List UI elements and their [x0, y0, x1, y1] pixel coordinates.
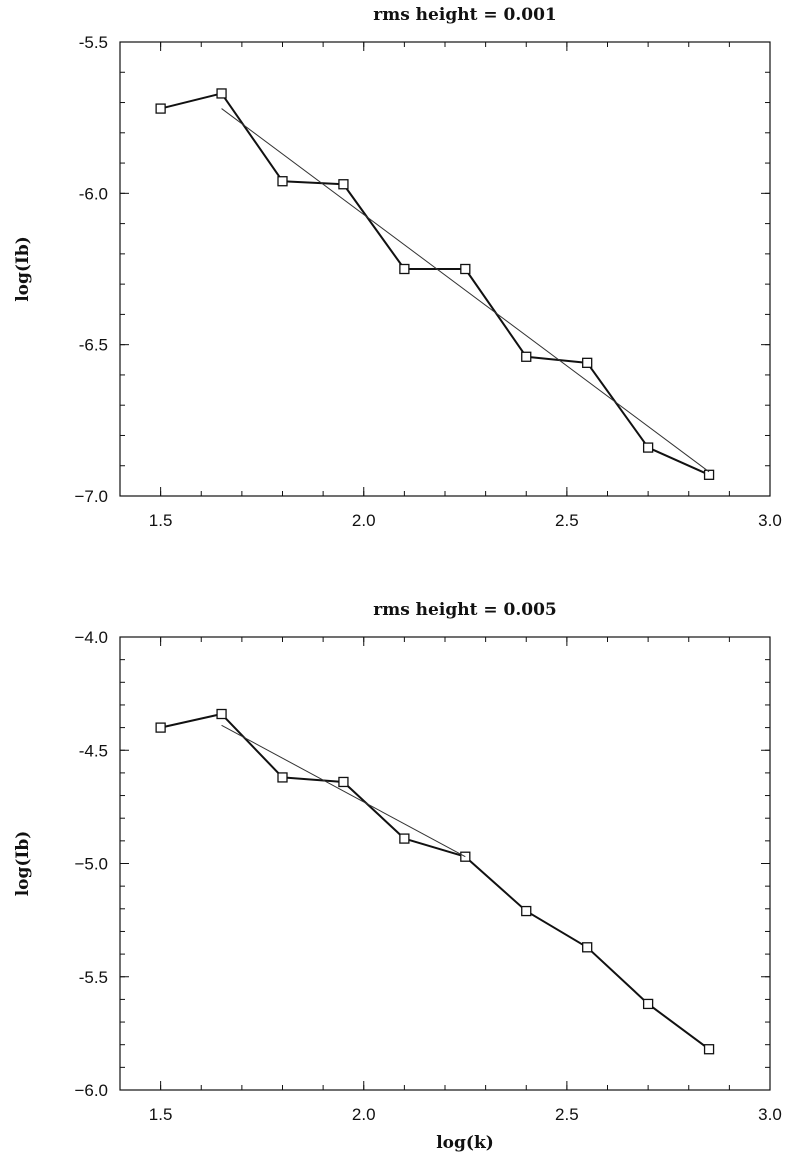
data-series-line: [160, 713, 710, 1051]
data-point: [216, 88, 227, 99]
data-point: [338, 776, 349, 788]
y-tick-label: -6.0: [79, 184, 108, 203]
data-point: [582, 357, 593, 368]
data-point: [216, 708, 227, 720]
chart-title: rms height = 0.001: [373, 5, 556, 25]
y-tick-label: −7.0: [74, 487, 108, 506]
x-tick-label: 2.5: [555, 1105, 579, 1124]
data-point: [155, 722, 166, 733]
data-series-line: [160, 92, 710, 476]
data-point: [521, 351, 532, 362]
data-point: [155, 103, 166, 114]
data-point: [521, 905, 532, 917]
y-tick-label: -5.5: [79, 968, 108, 987]
x-tick-label: 2.5: [555, 511, 579, 530]
y-tick-label: −4.0: [74, 628, 108, 647]
x-tick-label: 3.0: [758, 1105, 782, 1124]
data-point: [703, 1044, 715, 1055]
y-axis-label: log(Ib): [13, 236, 33, 302]
y-tick-label: -5.5: [79, 33, 108, 52]
chart-panel-2: rms height = 0.005 log(Ib) log(k) 1.5 2.0 2.5…: [13, 600, 782, 1153]
data-point: [277, 176, 288, 187]
data-point: [338, 179, 349, 190]
x-axis-label: log(k): [436, 1133, 494, 1153]
data-point: [642, 998, 654, 1010]
y-axis-label: log(Ib): [13, 831, 33, 897]
data-point: [399, 263, 410, 275]
y-tick-label: −5.0: [74, 855, 108, 874]
chart-title: rms height = 0.005: [373, 600, 556, 620]
data-point: [399, 833, 410, 844]
data-point: [460, 263, 471, 275]
data-point: [703, 469, 715, 480]
x-tick-label: 1.5: [149, 511, 173, 530]
y-tick-label: -4.5: [79, 741, 108, 760]
y-tick-label: -6.5: [79, 336, 108, 355]
x-tick-label: 1.5: [149, 1105, 173, 1124]
chart-panel-1: rms height = 0.001 log(Ib) 1.5 2.0 2.5 3.0 −7.…: [13, 5, 782, 530]
data-point: [642, 442, 654, 453]
fit-line: [221, 724, 466, 858]
fit-line: [221, 108, 710, 473]
data-point: [582, 942, 593, 953]
x-tick-label: 3.0: [758, 511, 782, 530]
x-tick-label: 2.0: [352, 1105, 376, 1124]
data-point: [277, 772, 288, 783]
y-tick-label: −6.0: [74, 1081, 108, 1100]
x-tick-label: 2.0: [352, 511, 376, 530]
